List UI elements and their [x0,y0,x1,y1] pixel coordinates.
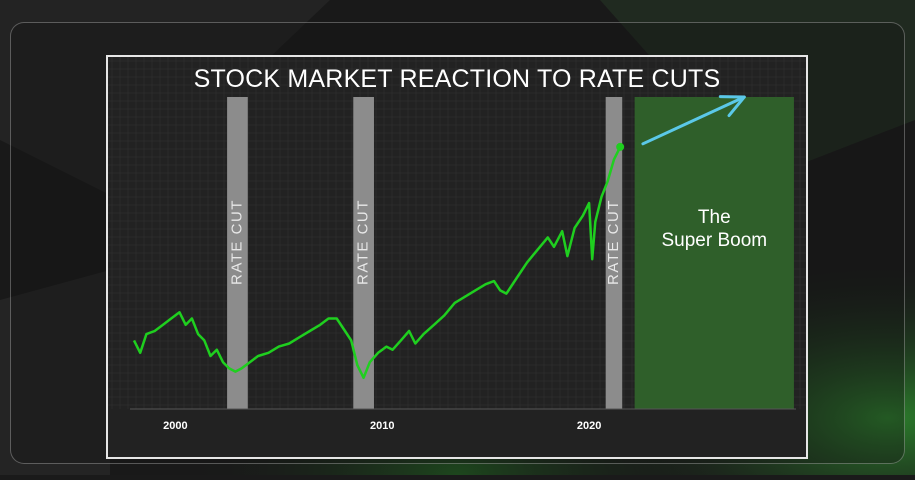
trend-arrow-shaft [641,95,746,146]
rate-cut-label: RATE CUT [605,199,622,285]
rate-cut-bar [353,97,374,409]
rate-cut-label: RATE CUT [355,199,372,285]
series-end-point [616,142,625,151]
super-boom-label: Super Boom [661,230,767,251]
trend-arrow-head [718,95,746,118]
super-boom-region [634,97,794,409]
chart-panel: RATE CUT RATE CUT RATE CUT The Super Boom 200… [106,55,808,459]
x-tick-label: 2000 [163,420,187,432]
super-boom-label: The [698,207,731,228]
rate-cut-bar [227,97,248,409]
chart-title: STOCK MARKET REACTION TO RATE CUTS [193,65,721,93]
series-line [132,146,622,380]
x-tick-label: 2010 [370,420,394,432]
x-tick-label: 2020 [577,420,601,432]
rate-cut-label: RATE CUT [228,199,245,285]
